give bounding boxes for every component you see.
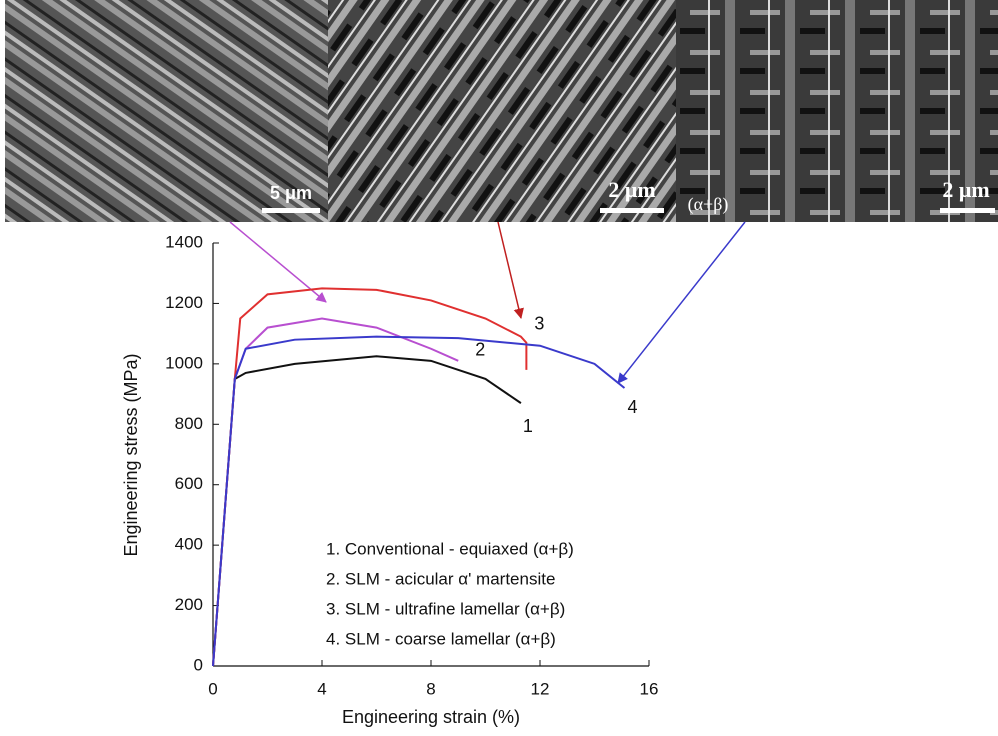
scale-label: 2 μm <box>942 177 989 202</box>
x-tick-label: 4 <box>317 679 326 698</box>
x-tick-label: 12 <box>531 679 550 698</box>
x-axis-title: Engineering strain (%) <box>342 707 520 727</box>
scale-bar <box>262 208 320 213</box>
phase-label: (α+β) <box>688 194 729 215</box>
scale-bar <box>940 208 995 213</box>
micrograph <box>328 0 676 222</box>
x-tick-label: 8 <box>426 679 435 698</box>
curve-label: 1 <box>523 416 533 436</box>
x-tick-label: 16 <box>640 679 659 698</box>
legend-entry: 3. SLM - ultrafine lamellar (α+β) <box>326 599 565 618</box>
scale-bar <box>600 208 664 213</box>
scale-label: 5 μm <box>270 183 312 203</box>
y-tick-label: 1400 <box>165 232 203 251</box>
curve-label: 4 <box>627 397 637 417</box>
curve-label: 2 <box>475 340 485 360</box>
y-tick-label: 0 <box>194 655 203 674</box>
curve <box>212 355 522 667</box>
y-tick-label: 600 <box>175 474 203 493</box>
micrograph <box>676 0 998 222</box>
scale-label: 2 μm <box>608 177 655 202</box>
y-tick-label: 1200 <box>165 293 203 312</box>
curve-label: 3 <box>534 313 544 333</box>
legend-entry: 4. SLM - coarse lamellar (α+β) <box>326 629 556 648</box>
legend-entry: 1. Conventional - equiaxed (α+β) <box>326 539 574 558</box>
arrow <box>497 221 524 320</box>
y-tick-label: 400 <box>175 535 203 554</box>
y-tick-label: 200 <box>175 595 203 614</box>
legend-entry: 2. SLM - acicular α' martensite <box>326 569 555 588</box>
curve <box>212 335 626 667</box>
micrograph <box>5 0 328 222</box>
curve <box>212 287 528 667</box>
x-tick-label: 0 <box>208 679 217 698</box>
y-tick-label: 1000 <box>165 353 203 372</box>
y-tick-label: 800 <box>175 414 203 433</box>
arrow <box>617 221 746 384</box>
y-axis-title: Engineering stress (MPa) <box>121 353 141 556</box>
